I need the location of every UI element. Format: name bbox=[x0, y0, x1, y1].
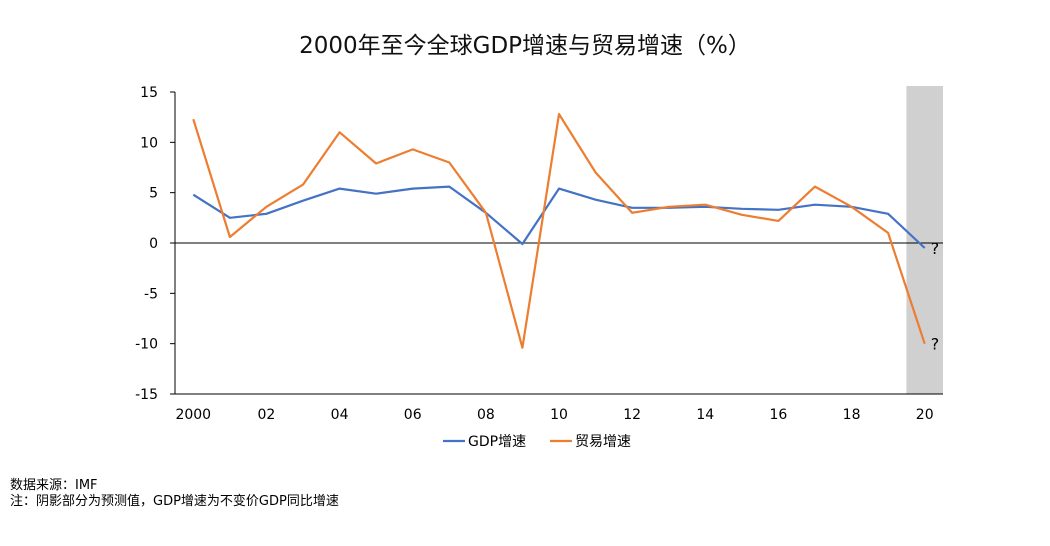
x-tick-label: 02 bbox=[258, 407, 276, 423]
shade-note: 注：阴影部分为预测值，GDP增速为不变价GDP同比增速 bbox=[10, 494, 339, 509]
y-tick-label: -5 bbox=[144, 286, 158, 302]
trade-forecast-question-mark: ? bbox=[931, 335, 940, 354]
x-tick-label: 14 bbox=[696, 407, 714, 423]
line-chart: 15 10 5 0 -5 -10 -15 2000 02 04 06 08 10 12 14 16 18 20??… bbox=[135, 85, 943, 450]
x-tick-label: 20 bbox=[916, 407, 934, 423]
x-tick-label: 12 bbox=[623, 407, 641, 423]
y-tick-label: -15 bbox=[135, 387, 158, 403]
x-tick-label: 18 bbox=[843, 407, 861, 423]
y-tick-label: 15 bbox=[140, 85, 158, 101]
gdp-growth-line bbox=[192, 185, 926, 249]
legend-label-trade: 贸易增速 bbox=[575, 434, 631, 450]
x-tick-label: 2000 bbox=[175, 407, 211, 423]
x-tick-label: 06 bbox=[404, 407, 422, 423]
trade-growth-line bbox=[192, 112, 926, 349]
y-tick-label: 5 bbox=[149, 186, 158, 202]
x-tick-label: 04 bbox=[331, 407, 349, 423]
legend-label-gdp: GDP增速 bbox=[468, 434, 526, 450]
gdp-forecast-question-mark: ? bbox=[931, 239, 940, 258]
y-tick-label: 0 bbox=[149, 236, 158, 252]
x-tick-label: 08 bbox=[477, 407, 495, 423]
chart-title: 2000年至今全球GDP增速与贸易增速（%） bbox=[299, 33, 751, 59]
source-note: 数据来源：IMF bbox=[10, 478, 98, 493]
y-tick-label: -10 bbox=[135, 337, 158, 353]
x-tick-label: 10 bbox=[550, 407, 568, 423]
y-tick-label: 10 bbox=[140, 135, 158, 151]
x-tick-label: 16 bbox=[770, 407, 788, 423]
